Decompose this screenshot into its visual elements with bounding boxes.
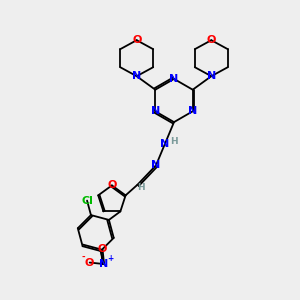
Text: O: O [98, 244, 107, 254]
Text: N: N [188, 106, 197, 116]
Text: N: N [99, 259, 109, 269]
Text: +: + [107, 254, 113, 263]
Text: O: O [107, 180, 117, 190]
Text: O: O [84, 258, 94, 268]
Text: H: H [170, 137, 178, 146]
Text: O: O [132, 35, 141, 45]
Text: N: N [160, 139, 169, 149]
Text: N: N [169, 74, 178, 84]
Text: O: O [207, 35, 216, 45]
Text: Cl: Cl [81, 196, 93, 206]
Text: H: H [137, 183, 145, 192]
Text: -: - [81, 253, 85, 262]
Text: N: N [207, 71, 216, 81]
Text: N: N [152, 160, 160, 170]
Text: N: N [132, 71, 141, 81]
Text: N: N [151, 106, 160, 116]
